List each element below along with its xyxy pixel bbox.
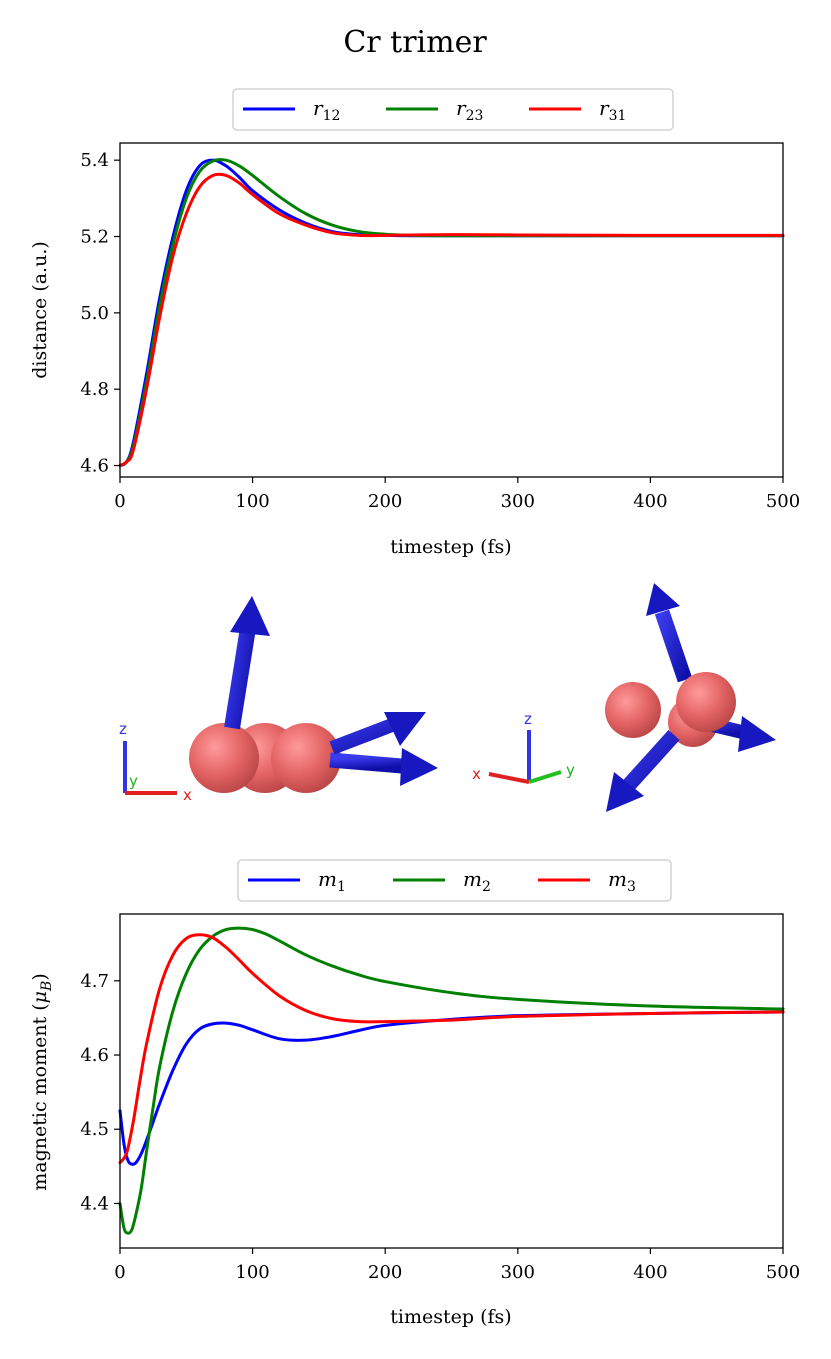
moment-arrow-2-shaft (329, 718, 395, 755)
right-x-label: x (472, 765, 481, 783)
x-tick-label: 100 (235, 1262, 269, 1283)
right-view-molecule (605, 583, 776, 812)
left-z-label: z (119, 720, 127, 738)
y-tick-label: 4.6 (80, 456, 109, 477)
chart1-legend: r12 r23 r31 (232, 88, 674, 131)
moment-arrow-3-shaft (329, 752, 403, 774)
chart1-xlabel: timestep (fs) (390, 536, 511, 558)
distance-chart: 0 100 200 300 400 500 4.6 4.8 5.0 5.2 5.4 timestep… (29, 88, 800, 558)
moment-arrow-bottom-shaft (622, 729, 680, 792)
x-tick-label: 200 (368, 491, 402, 512)
y-tick-label: 5.0 (80, 303, 109, 324)
series-line-r31 (118, 172, 785, 468)
chart1-ylabel: distance (a.u.) (29, 241, 51, 379)
x-tick-label: 100 (235, 491, 269, 512)
left-x-label: x (183, 786, 192, 804)
y-tick-label: 4.4 (80, 1193, 109, 1214)
x-tick-label: 400 (633, 491, 667, 512)
x-tick-label: 500 (766, 1262, 800, 1283)
magnetic-moment-chart: 0 100 200 300 400 500 4.4 4.5 4.6 4.7 timestep (f… (29, 859, 800, 1328)
x-tick-label: 200 (368, 1262, 402, 1283)
moment-arrow-top-shaft (654, 609, 693, 683)
figure-title: Cr trimer (343, 25, 487, 60)
x-tick-label: 400 (633, 1262, 667, 1283)
right-z-label: z (524, 710, 532, 728)
x-tick-label: 0 (114, 1262, 125, 1283)
atom-1-front (605, 682, 661, 738)
legend-label-r31: r31 (599, 96, 626, 124)
chart1-frame (119, 142, 784, 478)
x-tick-label: 500 (766, 491, 800, 512)
y-tick-label: 4.8 (80, 379, 109, 400)
right-view-axes: z x y (472, 710, 575, 784)
chart2-xlabel: timestep (fs) (390, 1306, 511, 1328)
y-tick-label: 5.4 (80, 150, 109, 171)
chart2-frame (119, 913, 784, 1249)
moment-arrow-top-head (646, 583, 680, 616)
right-x-axis-line (488, 772, 530, 784)
moment-arrow-1-shaft (224, 626, 256, 730)
chart2-plot-area (120, 914, 783, 1248)
legend-label-r23: r23 (456, 96, 483, 124)
left-y-label: y (129, 772, 138, 790)
moment-arrow-3-head (400, 748, 438, 786)
legend-label-r12: r12 (313, 96, 340, 124)
legend-label-m2: m2 (463, 867, 491, 895)
legend-label-m3: m3 (608, 867, 636, 895)
x-tick-label: 0 (114, 491, 125, 512)
chart1-plot-area (120, 143, 783, 477)
chart2-legend: m1 m2 m3 (237, 859, 672, 902)
trimer-structure-views: z y x z x y (119, 583, 776, 812)
y-tick-label: 4.7 (80, 971, 109, 992)
moment-arrow-2-head (384, 712, 426, 746)
legend-box (232, 88, 674, 131)
moment-arrow-right-head (738, 716, 776, 752)
legend-box (237, 859, 672, 902)
x-tick-label: 300 (501, 1262, 535, 1283)
left-view-molecule (189, 596, 438, 793)
atom-3 (271, 723, 341, 793)
atom-1 (189, 723, 259, 793)
y-tick-label: 4.6 (80, 1045, 109, 1066)
right-y-label: y (566, 761, 575, 779)
x-tick-label: 300 (501, 491, 535, 512)
left-view-axes: z y x (119, 720, 192, 804)
legend-label-m1: m1 (318, 867, 346, 895)
chart2-ylabel: magnetic moment (μB) (29, 973, 55, 1191)
y-tick-label: 5.2 (80, 227, 109, 248)
moment-arrow-bottom-head (606, 772, 644, 812)
atom-2-front (676, 672, 736, 732)
moment-arrow-1-head (230, 596, 270, 636)
right-y-axis-line (528, 770, 562, 784)
series-line-m3 (118, 933, 785, 1165)
y-tick-label: 4.5 (80, 1119, 109, 1140)
series-line-m2 (118, 926, 785, 1235)
